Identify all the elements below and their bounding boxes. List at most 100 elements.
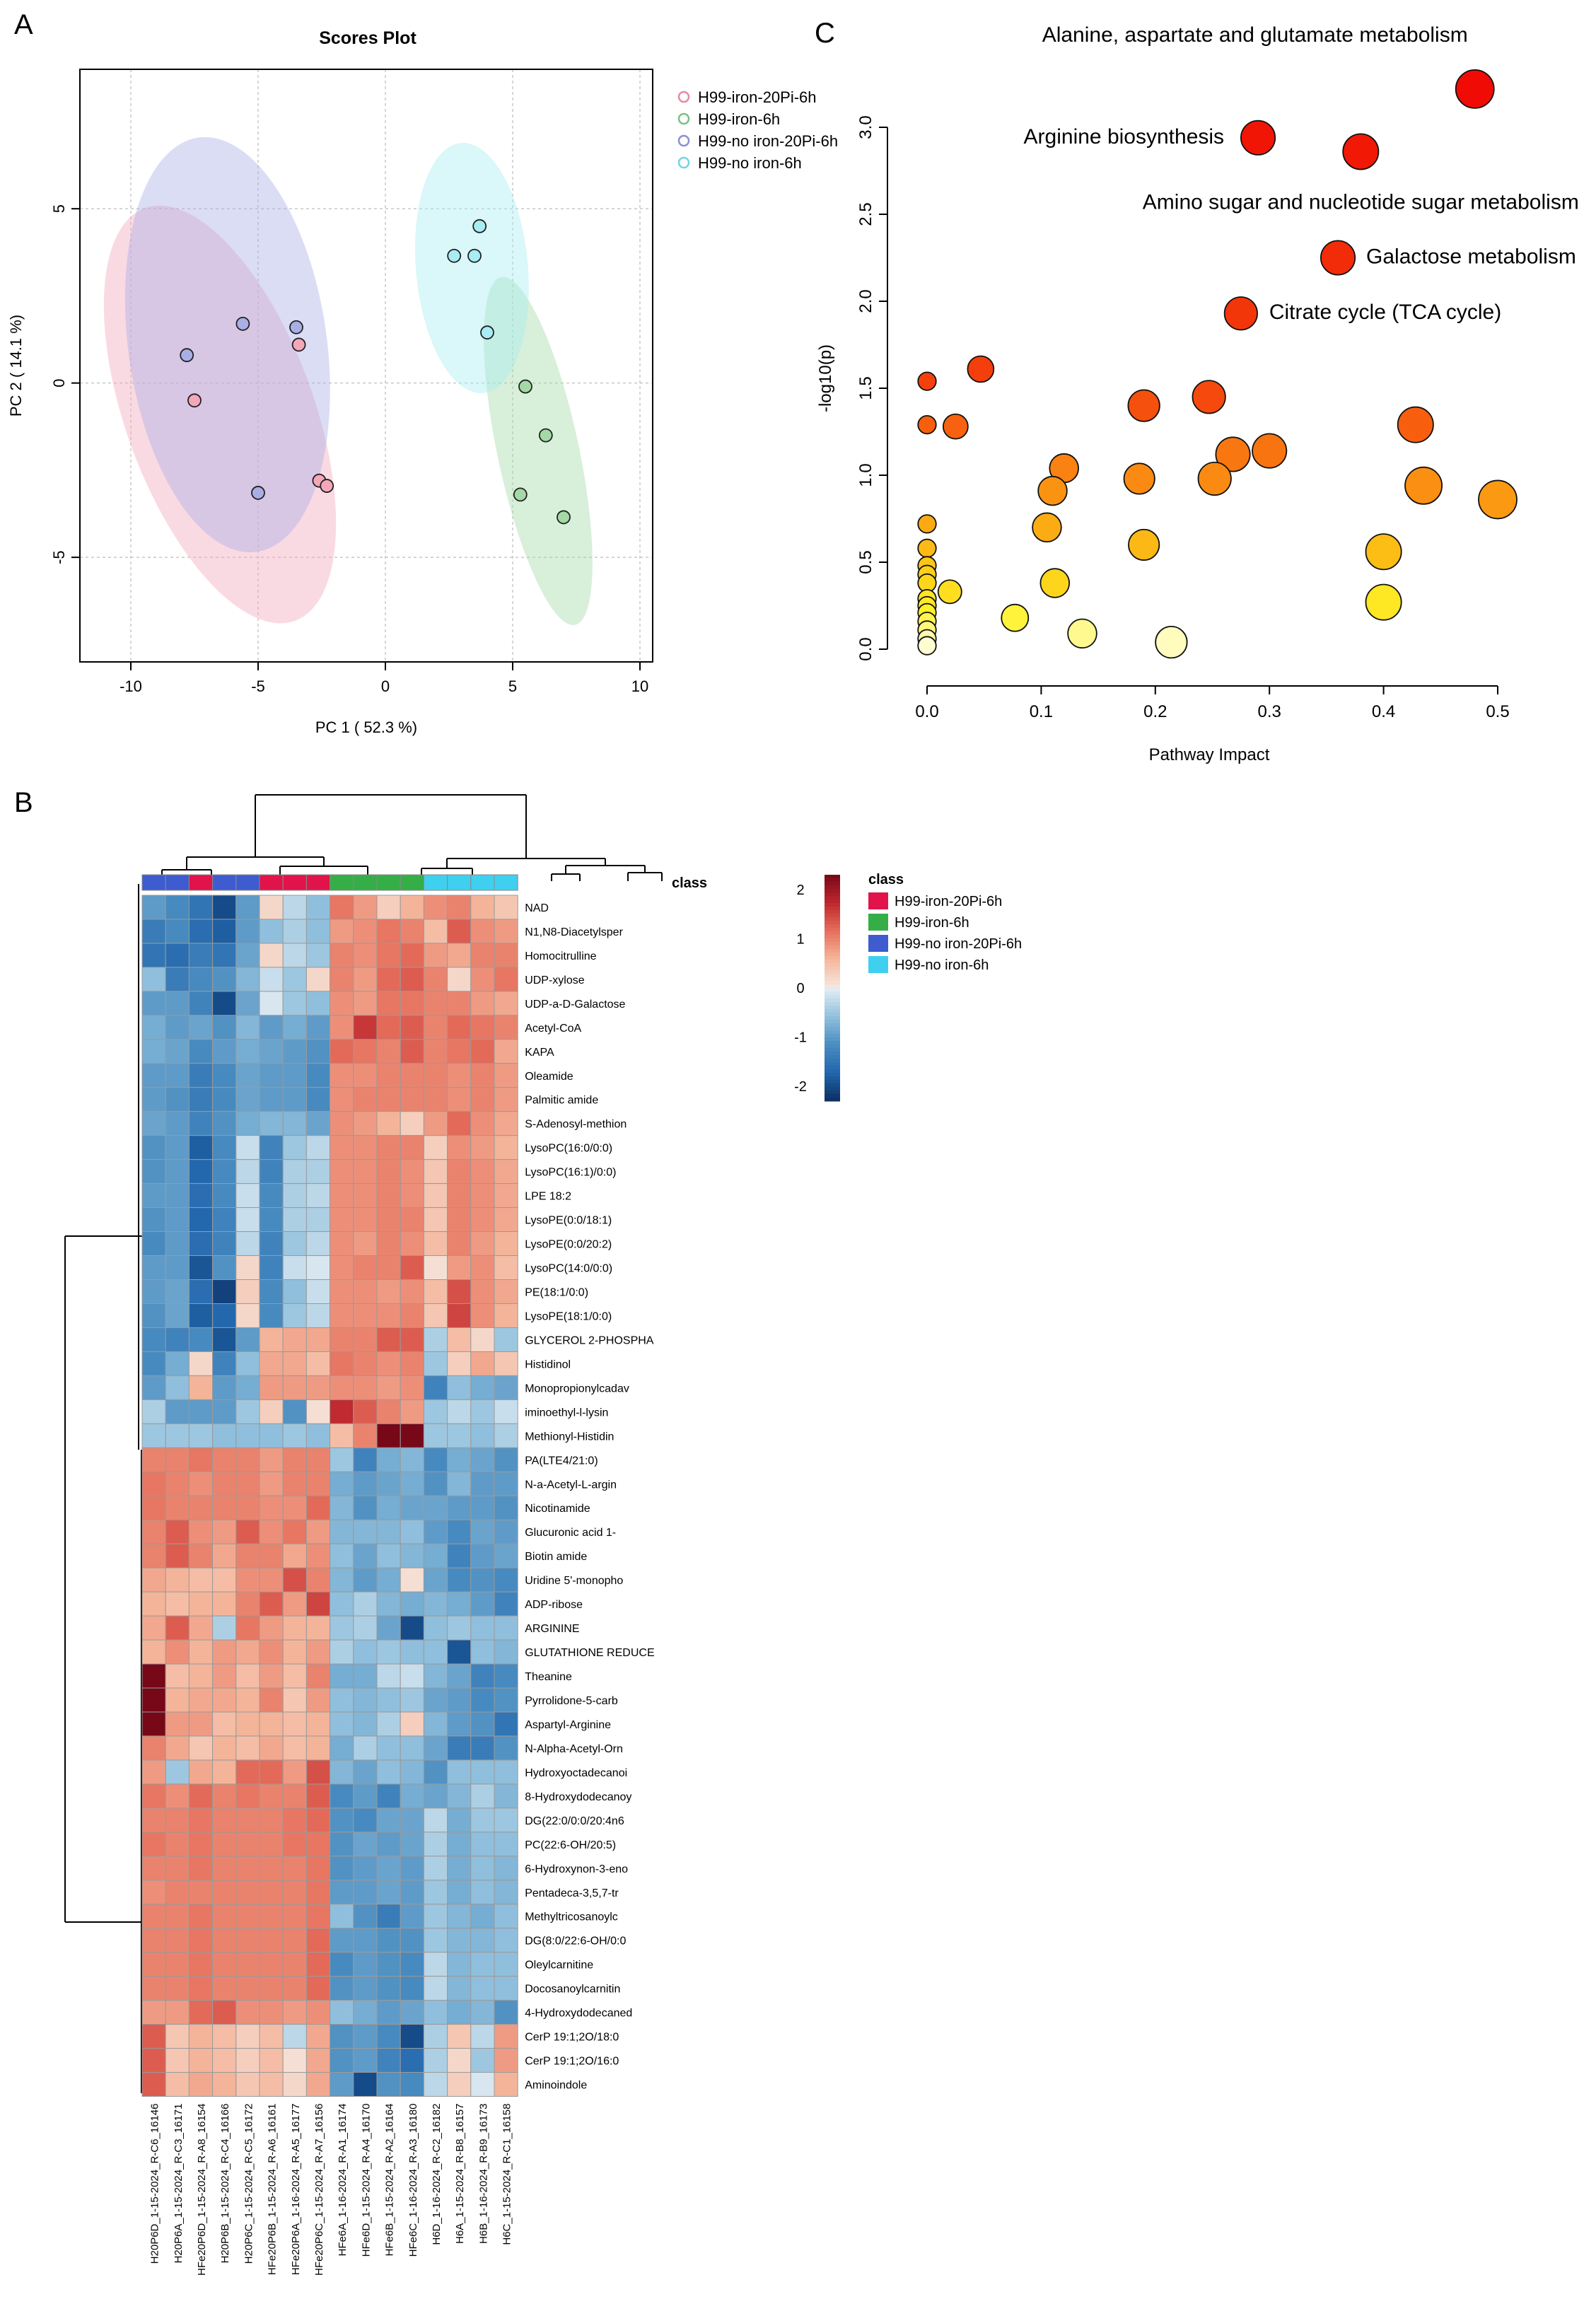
pathway-point xyxy=(1001,603,1030,632)
heatmap-cell xyxy=(305,1519,331,1544)
heatmap-cell xyxy=(376,1783,401,1809)
heatmap-row-label: S-Adenosyl-methion xyxy=(525,1119,627,1131)
heatmap-cell xyxy=(141,943,166,968)
class-bar-cell xyxy=(494,874,518,891)
heatmap-cell xyxy=(447,1399,472,1424)
pathway-xtick-label: 0.5 xyxy=(1486,702,1509,721)
heatmap-cell xyxy=(165,1904,190,1929)
heatmap-cell xyxy=(470,967,495,992)
heatmap-cell xyxy=(305,1928,331,1953)
pathway-xtick-label: 0.4 xyxy=(1372,702,1395,721)
heatmap-cell xyxy=(212,1904,237,1929)
class-legend-swatch xyxy=(868,935,888,952)
heatmap-cell xyxy=(141,1663,166,1689)
heatmap-cell xyxy=(259,1759,284,1785)
heatmap-cell xyxy=(353,1183,378,1209)
heatmap-cell xyxy=(494,1447,518,1472)
scale-step xyxy=(825,960,840,964)
pathway-xtick-label: 0.2 xyxy=(1143,702,1167,721)
heatmap-cell xyxy=(423,1976,448,2001)
heatmap-cell xyxy=(165,1135,190,1160)
heatmap-cell xyxy=(376,1255,401,1281)
heatmap-cell xyxy=(165,1495,190,1520)
pathway-point xyxy=(1404,466,1443,505)
legend-label: H99-iron-6h xyxy=(698,110,780,128)
heatmap-cell xyxy=(447,1207,472,1233)
heatmap-cell xyxy=(305,1808,331,1833)
heatmap-cell xyxy=(188,1495,214,1520)
heatmap-cell xyxy=(376,1447,401,1472)
heatmap-cell xyxy=(282,1303,307,1328)
class-bar-cell xyxy=(305,874,331,891)
heatmap-cell xyxy=(259,1639,284,1665)
heatmap-cell xyxy=(494,1039,518,1064)
heatmap-cell xyxy=(423,1183,448,1209)
heatmap-cell xyxy=(212,2072,237,2097)
pathway-point xyxy=(917,371,937,391)
heatmap-cell xyxy=(376,1952,401,1977)
heatmap-cell xyxy=(353,1711,378,1737)
heatmap-cell xyxy=(235,1399,260,1424)
heatmap-cell xyxy=(212,1928,237,1953)
heatmap-cell xyxy=(494,1375,518,1400)
heatmap-cell xyxy=(447,1015,472,1040)
heatmap-cell xyxy=(165,1591,190,1617)
heatmap-cell xyxy=(212,1759,237,1785)
heatmap-cell xyxy=(305,1279,331,1304)
heatmap-cell xyxy=(305,2048,331,2073)
heatmap-cell xyxy=(282,919,307,944)
heatmap-cell xyxy=(165,2000,190,2025)
heatmap-cell xyxy=(470,1399,495,1424)
heatmap-cell xyxy=(400,1087,424,1112)
heatmap-cell xyxy=(165,1735,190,1761)
heatmap-row-label: Monopropionylcadav xyxy=(525,1382,629,1395)
heatmap-cell xyxy=(494,2072,518,2097)
heatmap-cell xyxy=(141,1279,166,1304)
pathway-point xyxy=(917,415,937,435)
heatmap-cell xyxy=(165,1759,190,1785)
heatmap-row-label: Biotin amide xyxy=(525,1551,587,1563)
scale-tick-label: -2 xyxy=(794,1079,807,1095)
heatmap-cell xyxy=(165,1207,190,1233)
heatmap-cell xyxy=(305,1231,331,1257)
heatmap-cell xyxy=(165,1399,190,1424)
heatmap-cell xyxy=(470,1231,495,1257)
heatmap-cell xyxy=(494,1423,518,1448)
heatmap-cell xyxy=(330,1399,354,1424)
score-point-3 xyxy=(447,248,462,263)
pathway-xtick-label: 0.3 xyxy=(1258,702,1281,721)
heatmap-cell xyxy=(212,1399,237,1424)
heatmap-cell xyxy=(447,1976,472,2001)
heatmap-cell xyxy=(470,1783,495,1809)
scores-title: Scores Plot xyxy=(319,28,417,48)
heatmap-cell xyxy=(494,1856,518,1881)
heatmap-cell xyxy=(447,1303,472,1328)
pathway-point xyxy=(1037,475,1068,506)
score-point-1 xyxy=(513,487,528,502)
heatmap-cell xyxy=(376,1111,401,1136)
heatmap-cell xyxy=(141,1111,166,1136)
heatmap-cell xyxy=(330,967,354,992)
heatmap-cell xyxy=(259,1255,284,1281)
heatmap-cell xyxy=(447,943,472,968)
heatmap-cell xyxy=(235,1952,260,1977)
heatmap-cell xyxy=(330,1928,354,1953)
heatmap-cell xyxy=(423,1495,448,1520)
heatmap-cell xyxy=(423,1543,448,1568)
heatmap-cell xyxy=(376,1399,401,1424)
class-bar-cell xyxy=(447,874,472,891)
scale-tick-label: 2 xyxy=(796,883,804,898)
heatmap-cell xyxy=(494,1904,518,1929)
heatmap-cell xyxy=(494,943,518,968)
scale-step xyxy=(825,903,840,907)
heatmap-cell xyxy=(212,2048,237,2073)
pathway-point xyxy=(1455,69,1495,109)
heatmap-row-label: Histidinol xyxy=(525,1358,571,1370)
scale-step xyxy=(825,995,840,999)
heatmap-cell xyxy=(188,1231,214,1257)
scale-tick-label: 0 xyxy=(796,981,804,996)
heatmap-cell xyxy=(165,1880,190,1905)
scale-step xyxy=(825,984,840,989)
heatmap-cell xyxy=(259,1111,284,1136)
heatmap-cell xyxy=(330,1639,354,1665)
